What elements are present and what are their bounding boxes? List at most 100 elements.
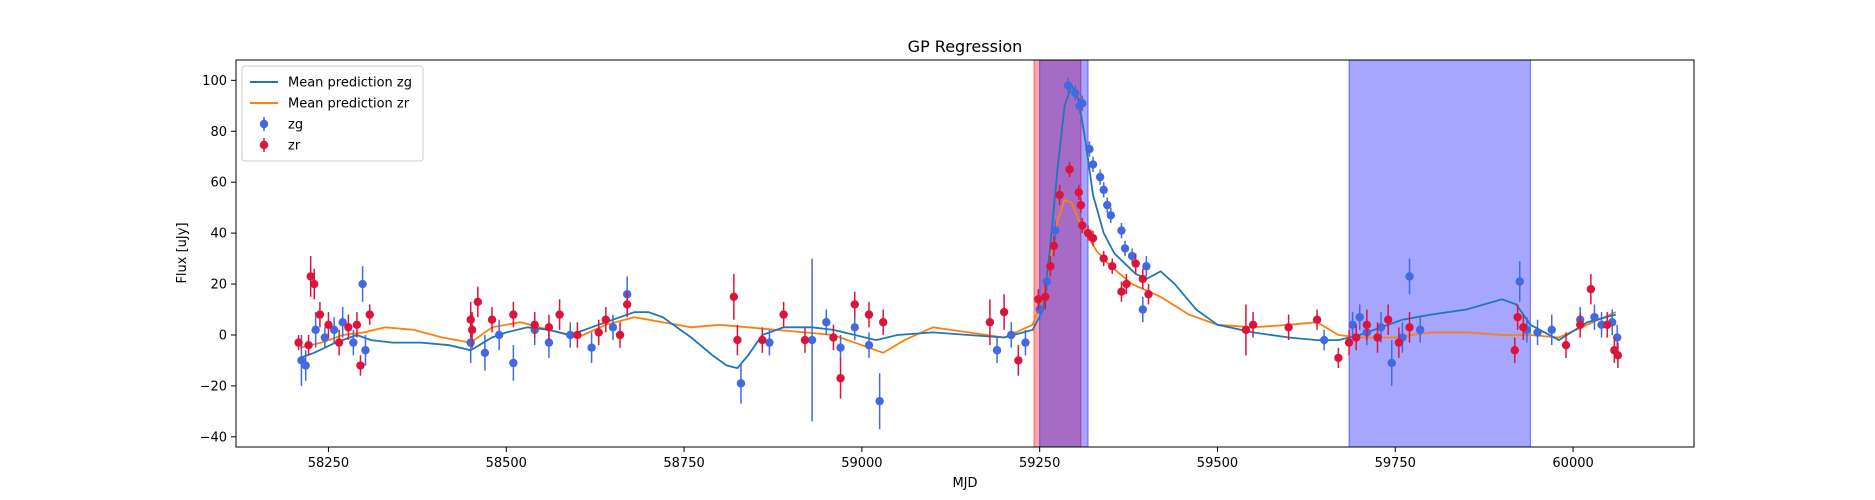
marker-zr bbox=[1144, 290, 1153, 299]
data-point-zg bbox=[338, 306, 347, 338]
chart-title: GP Regression bbox=[908, 37, 1023, 56]
marker-zr bbox=[487, 315, 497, 324]
data-point-zr bbox=[473, 286, 483, 318]
marker-zg bbox=[466, 338, 475, 347]
data-point-zr bbox=[1088, 230, 1098, 246]
legend-box bbox=[241, 65, 424, 162]
marker-zr bbox=[1055, 190, 1064, 200]
data-point-zr bbox=[1344, 329, 1354, 356]
plot-area: 58250 58500 58750 59000 59250 59500 59750 60000… bbox=[200, 59, 1695, 471]
marker-zr bbox=[615, 330, 625, 340]
data-point-zr bbox=[310, 268, 319, 300]
marker-zr bbox=[310, 279, 319, 289]
marker-zg bbox=[1078, 99, 1087, 108]
marker-zr bbox=[1065, 165, 1074, 174]
marker-zr bbox=[779, 310, 788, 319]
data-point-zr bbox=[315, 301, 325, 328]
marker-zr bbox=[1576, 320, 1585, 329]
data-point-zr bbox=[1046, 256, 1055, 277]
data-point-zg bbox=[1117, 222, 1126, 239]
data-point-zr bbox=[1131, 253, 1140, 274]
marker-zg bbox=[1051, 226, 1060, 235]
data-point-zg bbox=[1063, 77, 1073, 94]
data-point-zg bbox=[349, 329, 358, 356]
y-tick-label: −40 bbox=[200, 430, 227, 445]
data-point-zr bbox=[509, 301, 518, 328]
data-point-zr bbox=[800, 327, 810, 353]
marker-zr bbox=[985, 318, 995, 327]
marker-zr bbox=[1138, 274, 1148, 284]
data-point-zg bbox=[1021, 329, 1030, 356]
marker-zg bbox=[1042, 277, 1051, 286]
data-point-zr bbox=[1014, 345, 1023, 376]
data-point-zr bbox=[1041, 284, 1050, 310]
marker-zg bbox=[1106, 211, 1116, 220]
marker-zr bbox=[473, 297, 483, 307]
mean-line-zg bbox=[299, 83, 1617, 370]
data-point-zr bbox=[999, 294, 1009, 330]
marker-zr bbox=[758, 335, 767, 345]
marker-zr bbox=[1117, 287, 1126, 296]
marker-zg bbox=[1127, 251, 1137, 261]
x-tick-label: 58250 bbox=[308, 456, 349, 471]
marker-zr bbox=[601, 315, 611, 324]
marker-zg bbox=[349, 338, 358, 347]
marker-zg bbox=[1007, 330, 1016, 340]
marker-zr bbox=[1122, 279, 1131, 289]
data-point-zg bbox=[311, 312, 320, 348]
data-point-zr bbox=[1373, 322, 1382, 353]
marker-zr bbox=[334, 338, 344, 347]
data-point-zr bbox=[1108, 258, 1117, 274]
marker-zr bbox=[879, 318, 888, 327]
marker-zg bbox=[1099, 185, 1108, 195]
marker-zg bbox=[992, 346, 1002, 355]
marker-zr bbox=[1513, 312, 1522, 322]
marker-zr bbox=[1394, 338, 1404, 347]
legend-item: Mean prediction zg bbox=[250, 76, 412, 91]
data-point-zg bbox=[1007, 322, 1016, 348]
data-point-zg bbox=[608, 314, 618, 341]
legend-item: zr bbox=[259, 138, 301, 154]
data-point-zg bbox=[1078, 95, 1087, 111]
marker-zr bbox=[1108, 262, 1117, 271]
data-point-zr bbox=[615, 322, 625, 348]
data-point-zg bbox=[1142, 256, 1151, 277]
marker-zg bbox=[1021, 338, 1030, 347]
data-point-zr bbox=[594, 319, 603, 346]
marker-zg bbox=[358, 279, 367, 289]
marker-zr bbox=[1284, 323, 1293, 332]
marker-zg bbox=[338, 318, 347, 327]
marker-zg bbox=[329, 325, 339, 335]
data-point-zr bbox=[1519, 314, 1528, 341]
marker-zr bbox=[1603, 320, 1612, 329]
data-point-zr bbox=[467, 312, 477, 348]
y-tick-label: 20 bbox=[210, 278, 227, 293]
marker-zg bbox=[1376, 323, 1386, 332]
legend-marker-swatch bbox=[259, 140, 269, 150]
marker-zr bbox=[344, 323, 353, 332]
marker-zg bbox=[587, 343, 596, 352]
marker-zr bbox=[573, 330, 582, 340]
marker-zg bbox=[608, 323, 618, 332]
marker-zg bbox=[301, 361, 310, 370]
marker-zr bbox=[467, 325, 477, 335]
data-point-zg bbox=[566, 322, 575, 348]
x-tick-label: 59250 bbox=[1019, 456, 1060, 471]
y-tick-label: 40 bbox=[210, 227, 227, 242]
marker-zr bbox=[1405, 323, 1414, 332]
data-point-zg bbox=[1319, 329, 1329, 351]
data-point-zg bbox=[1355, 304, 1364, 330]
legend-label: Mean prediction zr bbox=[288, 97, 410, 112]
data-point-zg bbox=[1088, 156, 1098, 173]
data-point-zg bbox=[1547, 314, 1556, 346]
marker-zr bbox=[509, 310, 518, 319]
data-point-zr bbox=[1510, 337, 1519, 363]
data-point-zr bbox=[985, 299, 995, 346]
marker-zr bbox=[555, 310, 564, 319]
marker-zr bbox=[365, 310, 374, 319]
data-point-zr bbox=[1394, 327, 1404, 358]
x-tick-label: 58500 bbox=[486, 456, 527, 471]
data-point-zr bbox=[1074, 184, 1083, 201]
data-point-zg bbox=[480, 334, 490, 371]
